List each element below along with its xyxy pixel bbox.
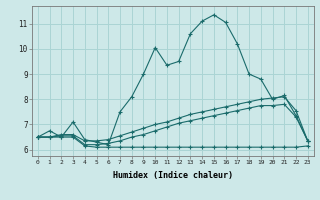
- X-axis label: Humidex (Indice chaleur): Humidex (Indice chaleur): [113, 171, 233, 180]
